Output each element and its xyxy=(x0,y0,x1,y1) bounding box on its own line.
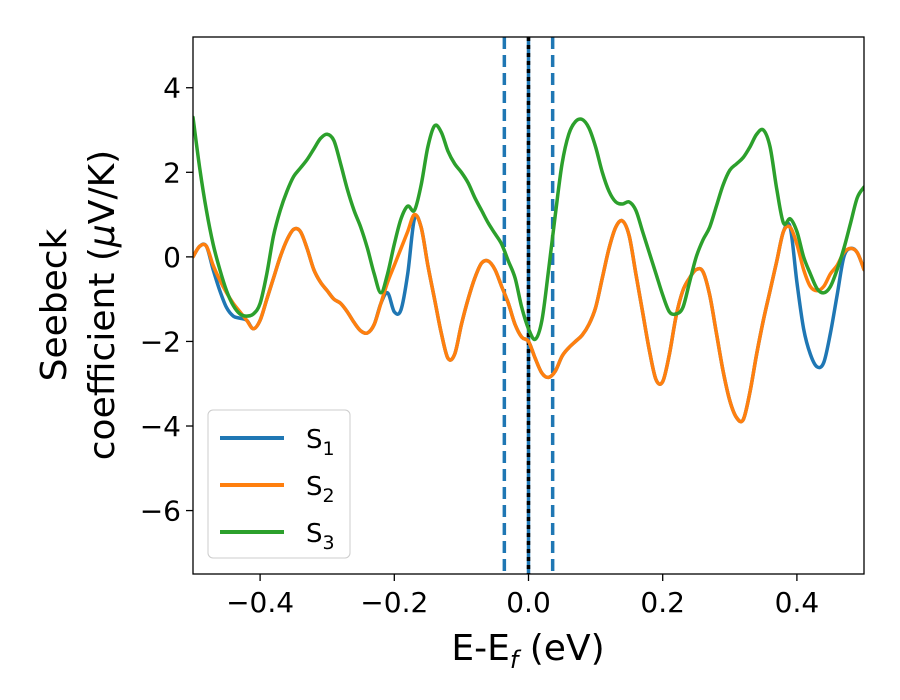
x-axis-label: E-Ef (eV) xyxy=(451,628,604,674)
y-tick-label: 0 xyxy=(163,241,181,274)
x-tick-label: 0.2 xyxy=(640,586,685,619)
legend-label-s1: S1 xyxy=(306,425,335,460)
y-axis-label-text: coefficient ( xyxy=(82,247,123,460)
y-tick-label: 4 xyxy=(163,72,181,105)
x-axis-label-unit: (eV) xyxy=(518,628,604,669)
y-tick-label: −2 xyxy=(140,325,181,358)
series-lines xyxy=(193,115,864,424)
y-tick-label: −4 xyxy=(140,410,181,443)
y-axis-label-line2: coefficient (μV/K) xyxy=(82,150,123,460)
x-tick-label: 0.4 xyxy=(775,586,820,619)
y-axis-label-mu: μ xyxy=(82,224,123,248)
series-line-s2 xyxy=(193,212,864,424)
x-tick-label: −0.4 xyxy=(226,586,294,619)
y-tick-label: −6 xyxy=(140,495,181,528)
series-line-s3 xyxy=(193,115,864,342)
y-tick-label: 2 xyxy=(163,156,181,189)
y-axis-label-line1: Seebeck xyxy=(34,228,75,381)
x-tick-label: 0.0 xyxy=(506,586,551,619)
legend-label-s3: S3 xyxy=(306,519,335,554)
y-ticks: 4 2 0 −2 −4 −6 xyxy=(140,72,193,528)
legend-label-s2: S2 xyxy=(306,472,335,507)
x-ticks: −0.4 −0.2 0.0 0.2 0.4 xyxy=(226,574,819,619)
reference-lines xyxy=(502,37,555,574)
y-axis-label-unit: V/K) xyxy=(82,150,123,224)
x-axis-label-main: E-E xyxy=(451,628,509,669)
y-axis-label: Seebeck coefficient (μV/K) xyxy=(34,150,123,460)
x-tick-label: −0.2 xyxy=(360,586,428,619)
legend: S1 S2 S3 xyxy=(207,409,351,559)
legend-items: S1 S2 S3 xyxy=(220,425,335,554)
